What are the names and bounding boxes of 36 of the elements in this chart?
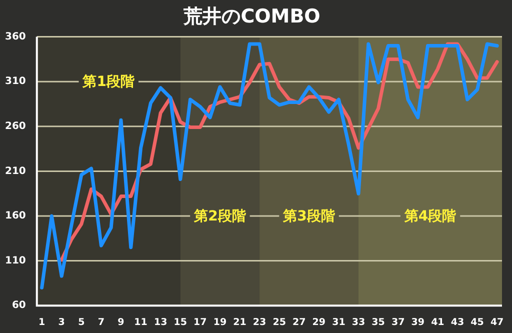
x-tick-label: 41: [431, 316, 444, 328]
x-tick-label: 15: [174, 316, 187, 328]
x-tick-label: 37: [391, 316, 405, 328]
x-tick-label: 45: [470, 316, 484, 328]
x-tick-label: 27: [292, 316, 306, 328]
x-tick-label: 13: [154, 316, 168, 328]
x-tick-label: 5: [78, 316, 85, 328]
y-tick-label: 260: [5, 120, 26, 132]
x-tick-label: 9: [118, 316, 124, 328]
x-tick-label: 23: [252, 316, 266, 328]
y-tick-label: 210: [5, 166, 26, 177]
x-tick-label: 35: [372, 316, 385, 328]
x-tick-label: 29: [312, 316, 326, 328]
y-tick-label: 60: [12, 300, 26, 312]
x-tick-label: 39: [411, 316, 424, 328]
band-label: 第4段階: [403, 208, 458, 225]
chart-title: 荒井のCOMBO: [182, 5, 320, 28]
x-tick-label: 47: [490, 316, 504, 328]
x-tick-label: 17: [194, 316, 207, 328]
band-label: 第1段階: [82, 74, 136, 90]
x-tick-label: 43: [450, 316, 464, 328]
x-tick-label: 1: [38, 316, 46, 328]
x-tick-label: 7: [98, 316, 105, 328]
x-tick-label: 21: [233, 316, 246, 328]
y-tick-label: 110: [5, 255, 26, 266]
y-tick-label: 360: [5, 31, 26, 42]
x-tick-label: 11: [134, 316, 148, 328]
band-label: 第2段階: [193, 208, 247, 225]
y-tick-label: 310: [5, 76, 26, 88]
x-tick-label: 3: [58, 316, 65, 328]
y-tick-label: 160: [5, 210, 26, 222]
x-tick-label: 19: [213, 316, 227, 328]
x-tick-label: 33: [352, 316, 366, 328]
x-tick-label: 31: [332, 316, 346, 328]
x-tick-label: 25: [272, 316, 286, 328]
band-label: 第3段階: [282, 208, 336, 225]
